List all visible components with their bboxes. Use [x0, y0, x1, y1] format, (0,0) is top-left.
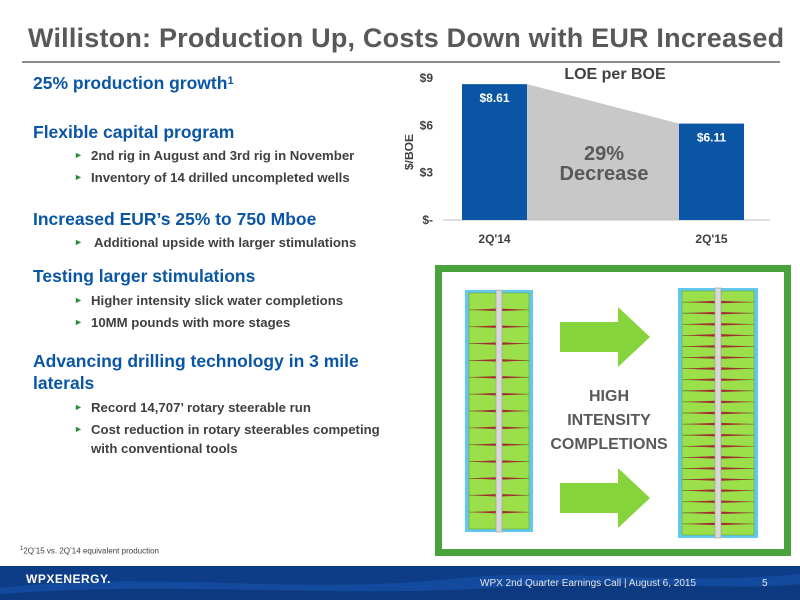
company-logo: WPXENERGY.: [26, 572, 112, 586]
y-tick-label: $-: [422, 213, 433, 227]
bar-2Q'14: [462, 84, 527, 220]
bullet-arrow-icon: ►: [74, 295, 83, 305]
sub-bullet-text: 2nd rig in August and 3rd rig in Novembe…: [91, 148, 355, 163]
x-tick-labels: 2Q'14 2Q'15: [478, 232, 728, 246]
y-tick-label: $9: [420, 71, 434, 85]
decrease-word-label: Decrease: [560, 163, 649, 185]
bullet-arrow-icon: ►: [74, 150, 83, 160]
high-intensity-label: HIGH INTENSITY COMPLETIONS: [550, 385, 668, 457]
sub-bullet: ► Higher intensity slick water completion…: [33, 291, 393, 310]
sub-bullet-text: Additional upside with larger stimulatio…: [94, 235, 357, 250]
bullet-arrow-icon: ►: [74, 317, 83, 327]
page-number: 5: [762, 578, 768, 589]
completions-graphic: [465, 287, 758, 539]
bullet-list: 25% production growth1 Flexible capital …: [33, 72, 393, 458]
decrease-percent-label: 29%: [584, 143, 624, 165]
high-intensity-completion-well: [678, 287, 758, 539]
footnote-marker: 1: [20, 546, 24, 552]
sub-bullet: ► 2nd rig in August and 3rd rig in Novemb…: [33, 146, 393, 165]
footer-bar: [0, 566, 800, 600]
y-tick-label: $3: [420, 166, 434, 180]
label-line: HIGH: [589, 388, 629, 405]
bullet-arrow-icon: ►: [74, 402, 83, 412]
sub-bullet: ► Record 14,707’ rotary steerable run: [33, 398, 393, 417]
x-tick-label: 2Q'15: [695, 232, 728, 246]
bullet-production-growth: 25% production growth1: [33, 72, 393, 94]
y-axis-label: $/BOE: [405, 134, 416, 170]
sub-bullet: ► Additional upside with larger stimulati…: [33, 233, 393, 252]
decrease-band: [527, 84, 679, 220]
y-tick-labels: $- $3 $6 $9: [420, 71, 434, 227]
footnote: 12Q’15 vs. 2Q’14 equivalent production: [20, 546, 159, 556]
footer-event-text: WPX 2nd Quarter Earnings Call | August 6…: [480, 578, 697, 589]
sub-bullet-text: Inventory of 14 drilled uncompleted well…: [91, 170, 350, 185]
slide-title: Williston: Production Up, Costs Down wit…: [28, 23, 785, 53]
bullet-text: 25% production growth: [33, 73, 228, 93]
label-line: COMPLETIONS: [550, 436, 668, 453]
bar-value-label: $8.61: [479, 91, 509, 105]
title-divider: [22, 61, 780, 63]
footnote-superscript: 1: [227, 75, 234, 87]
bar-value-label: $6.11: [697, 131, 727, 145]
sub-bullet: ► Inventory of 14 drilled uncompleted wel…: [33, 168, 393, 187]
bullet-increased-eur: Increased EUR’s 25% to 750 Mboe: [33, 209, 317, 229]
bar-2Q'15: [679, 123, 744, 220]
bullet-drilling-technology: Advancing drilling technology in 3 mile …: [33, 351, 359, 393]
sub-bullet-text: 10MM pounds with more stages: [91, 315, 291, 330]
sub-bullet-text: Higher intensity slick water completions: [91, 293, 344, 308]
footnote-text: 2Q’15 vs. 2Q’14 equivalent production: [23, 546, 159, 556]
sub-bullet-text: Record 14,707’ rotary steerable run: [91, 400, 311, 415]
chart-title: LOE per BOE: [564, 66, 666, 83]
x-tick-label: 2Q'14: [478, 232, 511, 246]
sub-bullet: ► Cost reduction in rotary steerables com…: [33, 420, 393, 458]
bullet-flexible-capital: Flexible capital program: [33, 122, 235, 142]
bottom-arrow-icon: [560, 468, 650, 528]
chart-bars: $8.61 $6.11: [462, 84, 744, 220]
top-arrow-icon: [560, 307, 650, 367]
bullet-arrow-icon: ►: [74, 172, 83, 182]
bullet-arrow-icon: ►: [74, 237, 83, 247]
sub-bullet-text: Cost reduction in rotary steerables comp…: [91, 422, 380, 456]
footer-wave-decoration: [0, 574, 800, 600]
loe-chart: $- $3 $6 $9 $8.61 $6.11 2Q'14 2Q'15 LOE per B…: [405, 66, 770, 246]
y-tick-label: $6: [420, 118, 434, 132]
bullet-arrow-icon: ►: [74, 424, 83, 434]
bullet-testing-stimulations: Testing larger stimulations: [33, 266, 256, 286]
standard-completion-well: [465, 289, 533, 533]
label-line: INTENSITY: [567, 412, 651, 429]
sub-bullet: ► 10MM pounds with more stages: [33, 313, 393, 332]
